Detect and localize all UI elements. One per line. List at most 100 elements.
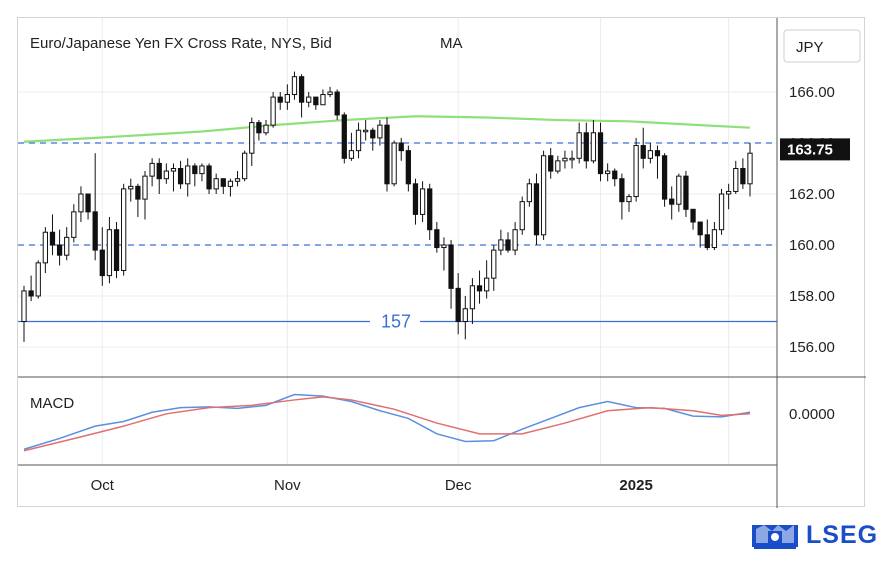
candle-body-up bbox=[726, 190, 732, 195]
candle bbox=[434, 222, 440, 253]
candle-body-down bbox=[113, 229, 120, 271]
lseg-logo: LSEG bbox=[750, 518, 878, 552]
candle bbox=[135, 183, 141, 217]
candle-body-up bbox=[462, 308, 468, 322]
candle bbox=[740, 158, 746, 189]
candle-body-down bbox=[177, 168, 184, 185]
candle-body-down bbox=[49, 231, 56, 246]
candle bbox=[427, 183, 433, 240]
candle bbox=[35, 260, 41, 299]
candle bbox=[562, 150, 568, 169]
candle bbox=[555, 155, 561, 174]
candle-body-down bbox=[277, 96, 283, 103]
candle bbox=[227, 178, 234, 197]
chart-title: Euro/Japanese Yen FX Cross Rate, NYS, Bi… bbox=[30, 35, 332, 52]
candle-body-up bbox=[284, 94, 290, 103]
candle bbox=[590, 120, 597, 164]
candle-body-up bbox=[199, 165, 205, 175]
candle-body-up bbox=[213, 178, 219, 190]
candle bbox=[313, 96, 319, 110]
currency-badge[interactable]: JPY bbox=[783, 29, 861, 63]
candle-body-up bbox=[320, 94, 326, 106]
candle-body-down bbox=[85, 193, 91, 213]
candle-body-down bbox=[505, 239, 511, 251]
candle bbox=[654, 145, 661, 179]
x-tick-label: 2025 bbox=[619, 477, 652, 494]
candle-body-up bbox=[270, 96, 276, 126]
candle-body-down bbox=[313, 96, 319, 106]
candle bbox=[199, 163, 205, 182]
candle bbox=[718, 188, 725, 235]
candle bbox=[455, 273, 461, 335]
candle bbox=[747, 143, 753, 197]
candle bbox=[320, 89, 326, 106]
candle-body-up bbox=[626, 196, 632, 203]
candle bbox=[391, 140, 397, 187]
candle bbox=[192, 163, 198, 187]
moving-average-line bbox=[23, 115, 751, 143]
candle bbox=[726, 183, 732, 210]
candle bbox=[633, 137, 639, 202]
candle bbox=[256, 120, 262, 141]
candle-body-up bbox=[555, 160, 561, 172]
candle bbox=[526, 178, 532, 207]
candle bbox=[384, 117, 390, 192]
candle bbox=[78, 186, 84, 223]
candle bbox=[249, 117, 255, 166]
candle-body-up bbox=[718, 193, 725, 231]
candle-body-up bbox=[484, 277, 490, 292]
candle-body-down bbox=[298, 76, 305, 103]
candle-body-down bbox=[99, 249, 105, 277]
y-tick-label: 158.00 bbox=[789, 288, 835, 305]
candle bbox=[697, 221, 703, 248]
candle bbox=[405, 145, 411, 192]
candle-body-down bbox=[427, 188, 433, 231]
candle bbox=[370, 127, 376, 151]
candle-body-down bbox=[220, 178, 226, 187]
candle bbox=[441, 237, 447, 271]
candle bbox=[21, 285, 27, 342]
candle-body-down bbox=[412, 183, 419, 215]
candle bbox=[220, 178, 226, 194]
candle-body-down bbox=[28, 290, 34, 297]
candle bbox=[676, 173, 682, 212]
candle bbox=[363, 120, 369, 141]
candle bbox=[270, 92, 276, 128]
y-tick-label: 160.00 bbox=[789, 237, 835, 254]
candle bbox=[64, 227, 70, 261]
candle bbox=[576, 122, 582, 164]
candle-body-up bbox=[576, 132, 582, 159]
candle-body-up bbox=[391, 142, 397, 185]
candle bbox=[533, 173, 540, 245]
signal-line bbox=[23, 396, 751, 452]
candle-body-down bbox=[384, 124, 390, 185]
candle bbox=[156, 158, 162, 194]
candle-body-down bbox=[256, 122, 262, 134]
candle bbox=[242, 150, 248, 182]
candle bbox=[71, 204, 77, 243]
candle bbox=[605, 163, 611, 182]
candle bbox=[284, 84, 290, 110]
candle-body-down bbox=[92, 211, 98, 251]
candle bbox=[704, 219, 710, 251]
candle-body-down bbox=[704, 234, 710, 249]
axes bbox=[18, 18, 866, 508]
candle-body-up bbox=[633, 145, 639, 198]
candle bbox=[163, 163, 169, 184]
macd-label: MACD bbox=[30, 395, 74, 412]
candle bbox=[99, 227, 105, 286]
candle bbox=[484, 260, 490, 299]
candle-body-up bbox=[327, 91, 333, 96]
candle-body-up bbox=[647, 150, 653, 159]
candle-body-down bbox=[156, 162, 162, 180]
candle-body-up bbox=[419, 188, 426, 215]
candle bbox=[377, 120, 383, 146]
candle-body-up bbox=[21, 290, 27, 322]
candle-body-down bbox=[455, 287, 461, 323]
candle-body-up bbox=[733, 168, 739, 192]
chart-frame: 157 0.0000 Euro/Japanese Yen FX Cross Ra… bbox=[17, 17, 866, 508]
candle-body-down bbox=[548, 155, 554, 172]
candle bbox=[669, 186, 675, 220]
candle bbox=[298, 74, 305, 118]
candle bbox=[597, 122, 604, 182]
